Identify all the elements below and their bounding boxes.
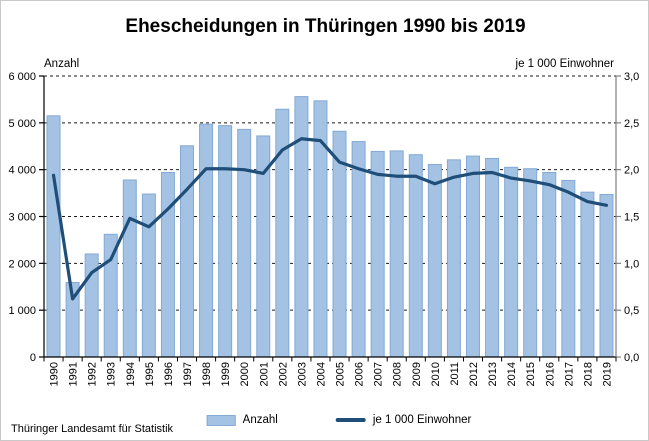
- x-label-2012: 2012: [468, 362, 480, 386]
- x-label-2002: 2002: [277, 362, 289, 386]
- bar-2014: [504, 166, 519, 358]
- rate-line: [51, 137, 609, 301]
- right-tick-label: 0,0: [624, 352, 639, 364]
- x-label-2014: 2014: [506, 362, 518, 386]
- x-label-2001: 2001: [258, 362, 270, 386]
- right-tick-label: 2,5: [624, 118, 639, 130]
- left-tick-label: 2 000: [8, 258, 36, 270]
- x-label-1998: 1998: [201, 362, 213, 386]
- x-label-1997: 1997: [182, 362, 194, 386]
- right-tick-label: 3,0: [624, 71, 639, 83]
- left-tick-label: 5 000: [8, 118, 36, 130]
- bar-2013: [485, 157, 500, 358]
- legend-label-rate: je 1 000 Einwohner: [372, 414, 472, 426]
- chart-title: Ehescheidungen in Thüringen 1990 bis 201…: [125, 16, 526, 37]
- bar-1999: [218, 125, 233, 358]
- bar-1994: [122, 179, 137, 358]
- left-tick-label: 3 000: [8, 212, 36, 224]
- x-label-2003: 2003: [296, 362, 308, 386]
- bar-swatch-icon: [206, 414, 236, 426]
- bar-2008: [389, 150, 404, 358]
- right-tick-label: 0,5: [624, 305, 639, 317]
- left-tick-label: 6 000: [8, 71, 36, 83]
- bar-1995: [141, 193, 156, 358]
- bar-2016: [542, 171, 557, 358]
- left-tick-label: 4 000: [8, 165, 36, 177]
- right-tick-label: 2,0: [624, 165, 639, 177]
- x-label-2019: 2019: [601, 362, 613, 386]
- left-tick-label: 0: [30, 352, 36, 364]
- bar-2010: [427, 164, 442, 358]
- chart-legend: Anzahl je 1 000 Einwohner: [206, 414, 472, 426]
- right-axis-title: je 1 000 Einwohner: [515, 58, 614, 70]
- bar-2000: [237, 128, 252, 358]
- x-label-2015: 2015: [525, 362, 537, 386]
- bar-1997: [180, 145, 194, 358]
- right-tick-label: 1,0: [624, 258, 639, 270]
- bar-1990: [46, 115, 61, 358]
- legend-label-anzahl: Anzahl: [242, 414, 278, 426]
- bar-2003: [294, 96, 309, 358]
- bar-2019: [599, 193, 614, 358]
- x-label-1994: 1994: [125, 362, 137, 386]
- x-label-1992: 1992: [87, 362, 99, 386]
- bar-1996: [160, 171, 175, 358]
- left-tick-label: 1 000: [8, 305, 36, 317]
- x-label-1991: 1991: [68, 362, 80, 386]
- source-caption: Thüringer Landesamt für Statistik: [11, 423, 174, 435]
- x-label-2005: 2005: [335, 362, 347, 386]
- bar-2012: [466, 155, 480, 358]
- x-label-2004: 2004: [315, 362, 327, 386]
- bar-2007: [370, 150, 385, 358]
- x-label-1996: 1996: [163, 362, 175, 386]
- x-label-2008: 2008: [392, 362, 404, 386]
- x-label-1999: 1999: [220, 362, 232, 386]
- right-tick-label: 1,5: [624, 212, 639, 224]
- bar-2011: [446, 159, 461, 358]
- x-label-2018: 2018: [582, 362, 594, 386]
- bar-2006: [351, 141, 366, 358]
- bar-1998: [199, 123, 214, 358]
- bar-2017: [561, 179, 576, 358]
- x-label-2011: 2011: [449, 362, 461, 386]
- legend-item-anzahl: Anzahl: [206, 414, 278, 426]
- legend-item-rate: je 1 000 Einwohner: [335, 414, 472, 426]
- x-label-2000: 2000: [239, 362, 251, 386]
- bar-2015: [523, 168, 538, 358]
- x-label-2010: 2010: [430, 362, 442, 386]
- bar-2018: [580, 191, 595, 358]
- x-label-2009: 2009: [411, 362, 423, 386]
- x-label-1990: 1990: [49, 362, 61, 386]
- x-label-2017: 2017: [563, 362, 575, 386]
- x-label-2007: 2007: [373, 362, 385, 386]
- x-label-2006: 2006: [354, 362, 366, 386]
- left-axis-title: Anzahl: [44, 58, 80, 70]
- x-label-1993: 1993: [106, 362, 118, 386]
- x-label-2013: 2013: [487, 362, 499, 386]
- x-label-2016: 2016: [544, 362, 556, 386]
- x-label-1995: 1995: [144, 362, 156, 386]
- bar-2009: [408, 154, 423, 358]
- line-swatch-icon: [335, 418, 366, 422]
